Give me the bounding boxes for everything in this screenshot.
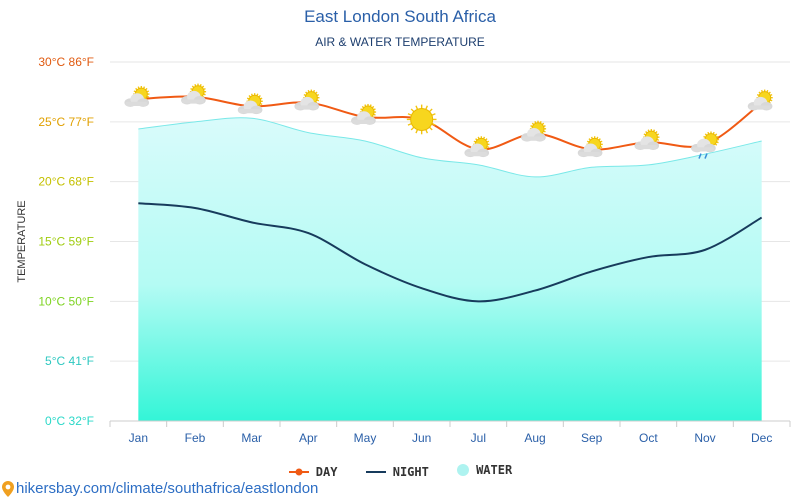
- y-tick-label: 15°C 59°F: [38, 235, 94, 249]
- cloud-base: [691, 147, 715, 152]
- cloud-base: [351, 119, 375, 124]
- x-tick-label: May: [354, 431, 377, 445]
- legend-item-night[interactable]: NIGHT: [365, 465, 429, 479]
- x-tick-label: Sep: [581, 431, 603, 445]
- partly-cloudy-icon: [237, 93, 263, 115]
- partly-cloudy-icon: [351, 103, 377, 125]
- cloud-base: [295, 105, 318, 110]
- temperature-chart: 0°C 32°F 5°C 41°F 10°C 50°F 15°C 59°F 20°C 6…: [16, 55, 791, 445]
- map-pin-icon: [2, 480, 14, 497]
- partly-cloudy-icon: [294, 89, 320, 111]
- partly-cloudy-icon: [577, 136, 603, 158]
- legend-water-label: WATER: [476, 463, 513, 477]
- chart-legend: DAY NIGHT WATER: [0, 463, 800, 480]
- x-tick-label: Mar: [241, 431, 262, 445]
- cloud-base: [635, 144, 658, 150]
- cloud-base: [578, 152, 601, 157]
- cloud-base: [238, 108, 261, 114]
- chart-subtitle: AIR & WATER TEMPERATURE: [315, 35, 485, 49]
- legend-day-swatch: [288, 468, 309, 476]
- x-tick-label: Oct: [639, 431, 658, 445]
- x-tick-label: Jun: [412, 431, 431, 445]
- y-tick-label: 0°C 32°F: [45, 414, 94, 428]
- cloud-base: [748, 105, 771, 110]
- footer-url: hikersbay.com/climate/southafrica/eastlo…: [16, 480, 319, 497]
- x-tick-label: Nov: [694, 431, 715, 445]
- sun-icon: [406, 104, 437, 135]
- y-tick-label: 10°C 50°F: [38, 294, 94, 308]
- partly-cloudy-icon: [747, 89, 773, 111]
- cloud-base: [465, 152, 488, 157]
- partly-cloudy-icon: [124, 85, 150, 107]
- y-tick-label: 30°C 86°F: [38, 55, 94, 69]
- x-tick-label: Apr: [299, 431, 318, 445]
- y-tick-label: 25°C 77°F: [38, 115, 94, 129]
- rain-drop: [704, 153, 708, 159]
- cloud-base: [181, 99, 205, 104]
- partly-cloudy-icon: [521, 120, 547, 142]
- water-area: [138, 117, 762, 421]
- sun-disc: [410, 107, 434, 131]
- cloud-base: [125, 101, 148, 107]
- partly-cloudy-icon: [181, 83, 207, 105]
- partly-cloudy-icon: [634, 129, 660, 150]
- y-tick-label: 20°C 68°F: [38, 175, 94, 189]
- y-tick-label: 5°C 41°F: [45, 354, 94, 368]
- water-line: [138, 117, 762, 178]
- cloud-base: [521, 136, 545, 141]
- chart-title: East London South Africa: [304, 7, 496, 26]
- x-tick-label: Feb: [185, 431, 206, 445]
- y-axis-title: TEMPERATURE: [16, 200, 28, 282]
- legend-day-label: DAY: [315, 465, 338, 479]
- footer-link[interactable]: hikersbay.com/climate/southafrica/eastlo…: [2, 480, 318, 497]
- legend-item-day[interactable]: DAY: [288, 465, 338, 479]
- rain-drop: [698, 153, 702, 159]
- x-tick-label: Jan: [129, 431, 148, 445]
- legend-night-swatch: [365, 471, 386, 473]
- rain-cloud-icon: [691, 131, 720, 159]
- x-tick-label: Jul: [471, 431, 486, 445]
- x-tick-label: Dec: [751, 431, 772, 445]
- legend-water-swatch: [457, 464, 470, 476]
- legend-item-water[interactable]: WATER: [456, 463, 512, 477]
- x-tick-label: Aug: [524, 431, 545, 445]
- partly-cloudy-icon: [464, 136, 490, 158]
- night-series-line: [138, 202, 763, 303]
- legend-night-label: NIGHT: [392, 465, 429, 479]
